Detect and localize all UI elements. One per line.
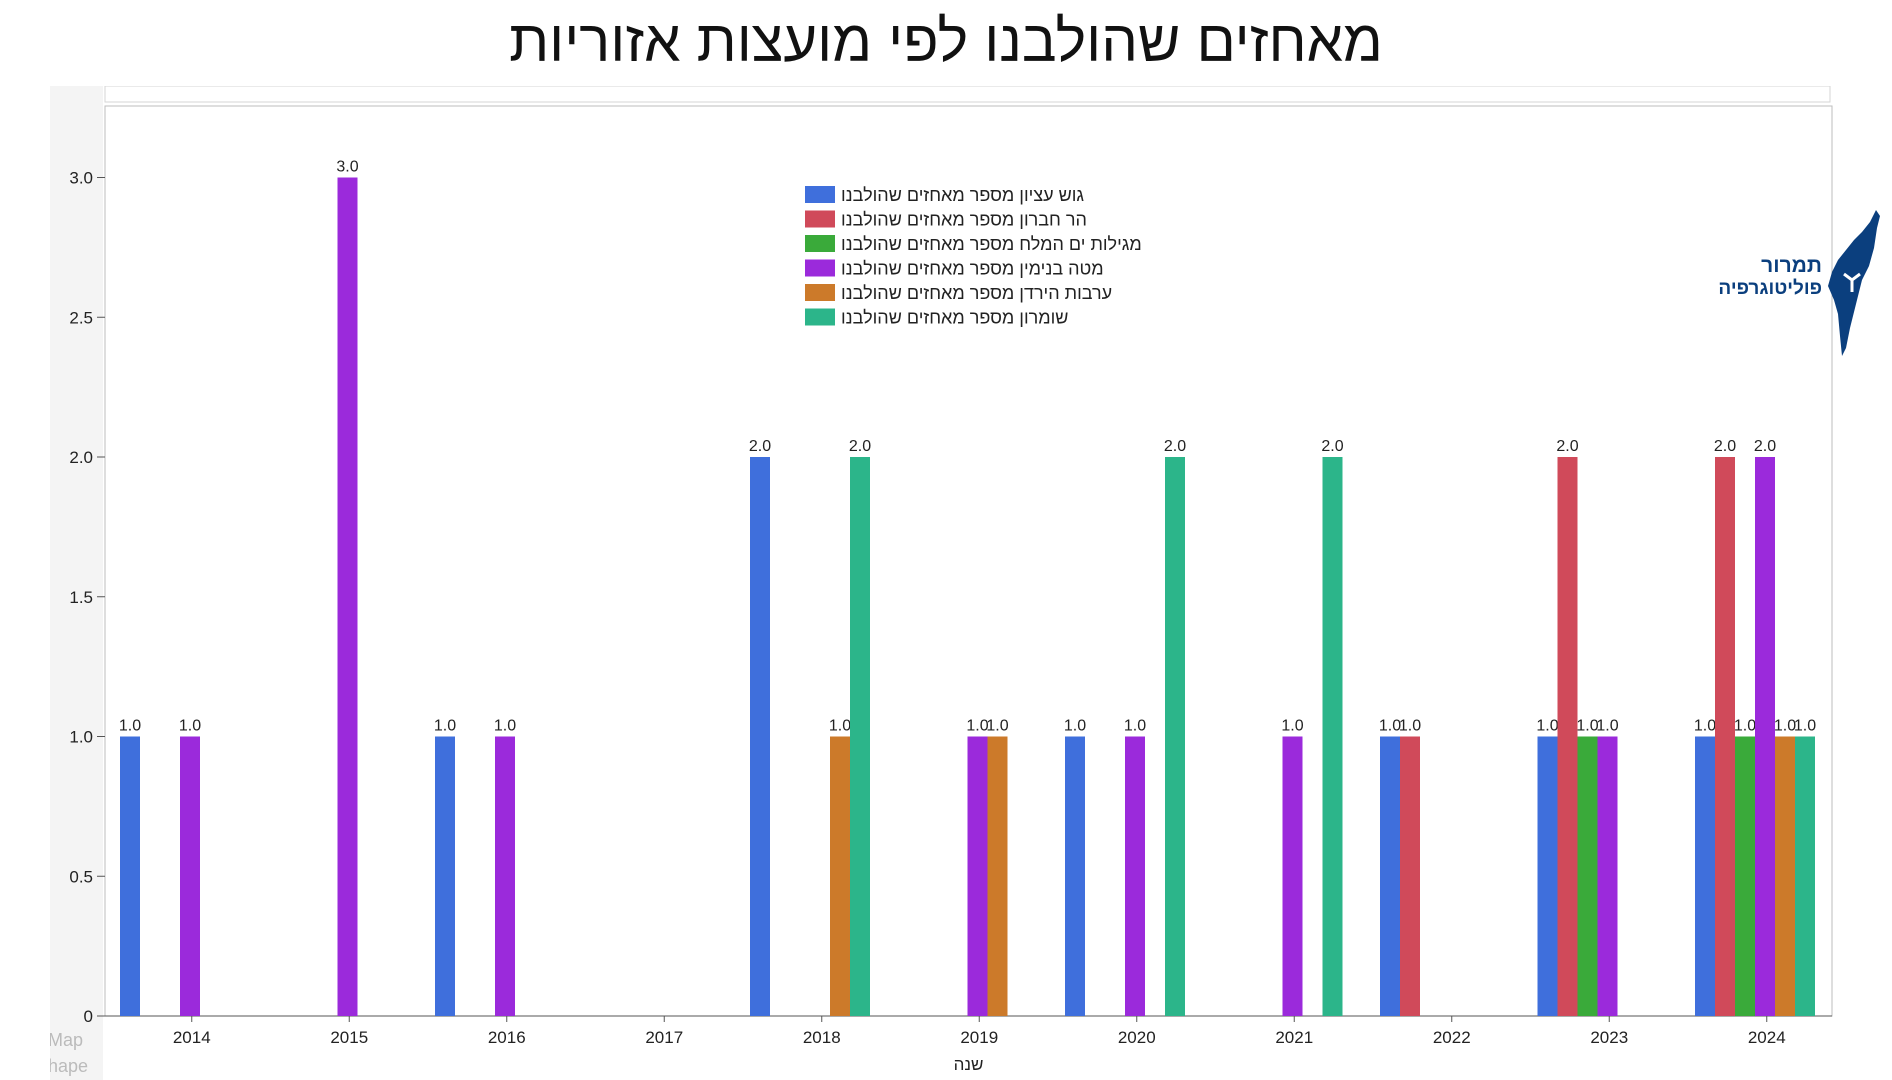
bar-value-label: 1.0 (1774, 718, 1796, 735)
bar-value-label: 1.0 (1536, 718, 1558, 735)
top-toolbar-strip (104, 86, 1831, 103)
bar (750, 457, 770, 1016)
bar (337, 177, 358, 1016)
page-title: מאחזים שהולבנו לפי מועצות אזוריות (509, 9, 1383, 74)
bar-value-label: 1.0 (1064, 718, 1086, 735)
legend-swatch (805, 235, 835, 252)
bar-value-label: 1.0 (1124, 718, 1146, 735)
bar (1557, 457, 1578, 1016)
bar (1695, 736, 1715, 1016)
legend-label: מטה בנימין מספר מאחזים שהולבנו (841, 259, 1104, 279)
bar-value-label: 2.0 (1164, 438, 1186, 455)
bar (1775, 736, 1795, 1016)
legend-swatch (805, 284, 835, 301)
bar-value-label: 1.0 (1794, 718, 1816, 735)
bar-value-label: 3.0 (336, 159, 358, 176)
bar-value-label: 2.0 (1321, 438, 1343, 455)
bar (1577, 736, 1598, 1016)
logo-line-1: תמרור (1761, 254, 1822, 277)
legend-label: מגילות ים המלח מספר מאחזים שהולבנו (841, 234, 1142, 254)
bar (987, 736, 1008, 1016)
bar-value-label: 1.0 (1576, 718, 1598, 735)
legend-label: גוש עציון מספר מאחזים שהולבנו (841, 185, 1084, 205)
watermark-text: hape (50, 1056, 88, 1076)
bar (435, 736, 455, 1016)
bar-value-label: 2.0 (849, 438, 871, 455)
bar-value-label: 1.0 (986, 718, 1008, 735)
bar (1165, 457, 1185, 1016)
bar (1400, 736, 1420, 1016)
bar (1755, 457, 1775, 1016)
bar-value-label: 1.0 (434, 718, 456, 735)
bar (495, 736, 515, 1016)
bar (1065, 736, 1085, 1016)
y-tick-label: 2.5 (69, 308, 93, 327)
bar-value-label: 1.0 (494, 718, 516, 735)
logo-line-2: פוליטוגרפיה (1718, 278, 1822, 299)
bar-value-label: 2.0 (1714, 438, 1736, 455)
legend-swatch (805, 210, 835, 228)
bar (1537, 736, 1558, 1016)
bar (1795, 736, 1815, 1016)
watermark-text: Map (50, 1030, 83, 1050)
bar (850, 457, 870, 1016)
x-tick-label: 2021 (1275, 1028, 1313, 1047)
legend-swatch (805, 308, 835, 326)
y-tick-label: 2.0 (69, 448, 93, 467)
bar-value-label: 1.0 (1399, 718, 1421, 735)
bar-value-label: 2.0 (749, 438, 771, 455)
x-tick-label: 2018 (803, 1028, 841, 1047)
legend-label: ערבות הירדן מספר מאחזים שהולבנו (841, 283, 1112, 303)
bar (1125, 736, 1145, 1016)
bar-value-label: 2.0 (1556, 438, 1578, 455)
y-tick-label: 0.5 (69, 867, 93, 886)
bar-value-label: 1.0 (1734, 718, 1756, 735)
bar-value-label: 1.0 (966, 718, 988, 735)
bar-value-label: 1.0 (179, 718, 201, 735)
bar (1380, 736, 1400, 1016)
x-tick-label: 2024 (1748, 1028, 1786, 1047)
bar-value-label: 1.0 (1379, 718, 1401, 735)
israel-map-icon (1828, 210, 1880, 356)
bar (180, 736, 200, 1016)
left-panel-strip (50, 86, 103, 1080)
x-axis-title: שנה (954, 1055, 984, 1074)
x-tick-label: 2016 (488, 1028, 526, 1047)
x-tick-label: 2017 (645, 1028, 683, 1047)
chart-area: 0 0.5 1.0 1.5 2.0 2.5 3.0 2014 1.0 1.0 2015 3.0 2016… (50, 86, 1880, 1080)
bar-value-label: 1.0 (1694, 718, 1716, 735)
x-tick-label: 2014 (173, 1028, 211, 1047)
bar (1715, 457, 1735, 1016)
y-tick-label: 1.0 (69, 728, 93, 747)
bar (1597, 736, 1618, 1016)
x-tick-label: 2020 (1118, 1028, 1156, 1047)
bar-value-label: 2.0 (1754, 438, 1776, 455)
bar (1735, 736, 1755, 1016)
x-tick-label: 2015 (330, 1028, 368, 1047)
bar-value-label: 1.0 (119, 718, 141, 735)
legend-label: שומרון מספר מאחזים שהולבנו (841, 308, 1068, 328)
bar-value-label: 1.0 (1596, 718, 1618, 735)
y-tick-label: 1.5 (69, 588, 93, 607)
bar (1322, 457, 1343, 1016)
y-tick-label: 3.0 (69, 169, 93, 188)
y-tick-label: 0 (84, 1007, 93, 1026)
bar (967, 736, 988, 1016)
legend-swatch (805, 259, 835, 277)
bar (830, 736, 850, 1016)
legend-swatch (805, 186, 835, 203)
brand-logo: תמרור פוליטוגרפיה (1690, 208, 1890, 358)
bar (1282, 736, 1303, 1016)
bar (120, 736, 140, 1016)
x-tick-label: 2023 (1590, 1028, 1628, 1047)
x-tick-label: 2019 (960, 1028, 998, 1047)
bar-value-label: 1.0 (1281, 718, 1303, 735)
x-tick-label: 2022 (1433, 1028, 1471, 1047)
bar-value-label: 1.0 (829, 718, 851, 735)
legend-label: הר חברון מספר מאחזים שהולבנו (841, 210, 1087, 230)
